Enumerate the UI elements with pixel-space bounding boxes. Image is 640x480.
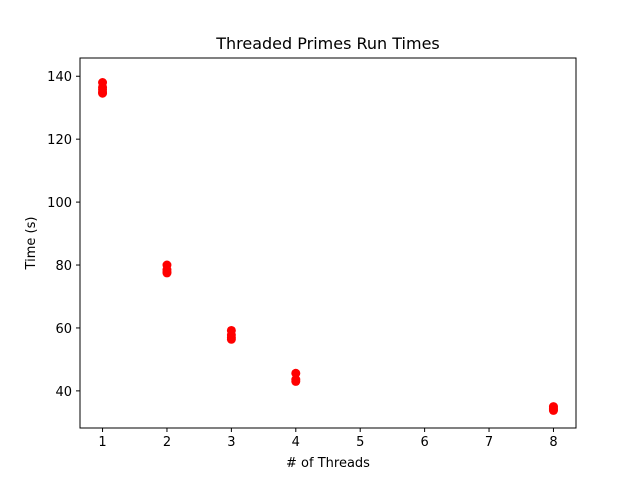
x-tick-label: 5 <box>356 435 364 450</box>
data-point <box>98 88 108 98</box>
data-point <box>291 368 301 378</box>
axis-ticks: 1 2 3 4 5 6 7 8 40 60 80 100 120 140 <box>47 70 557 450</box>
y-axis-label: Time (s) <box>24 217 39 271</box>
x-tick-label: 2 <box>163 435 171 450</box>
x-tick-label: 1 <box>98 435 106 450</box>
x-tick-label: 6 <box>420 435 428 450</box>
x-tick-label: 8 <box>549 435 557 450</box>
y-tick-label: 60 <box>55 322 72 337</box>
y-tick-label: 120 <box>47 133 72 148</box>
y-tick-label: 100 <box>47 196 72 211</box>
x-tick-label: 7 <box>485 435 493 450</box>
data-point <box>291 376 301 386</box>
chart-title: Threaded Primes Run Times <box>215 34 440 53</box>
y-tick-label: 80 <box>55 259 72 274</box>
x-tick-label: 4 <box>292 435 300 450</box>
x-axis-label: # of Threads <box>286 456 370 471</box>
y-tick-label: 140 <box>47 70 72 85</box>
data-point <box>226 334 236 344</box>
plot-area <box>98 78 558 415</box>
data-point <box>162 268 172 278</box>
axes-frame <box>79 57 577 429</box>
y-tick-label: 40 <box>55 385 72 400</box>
x-tick-label: 3 <box>227 435 235 450</box>
data-point <box>548 405 558 415</box>
